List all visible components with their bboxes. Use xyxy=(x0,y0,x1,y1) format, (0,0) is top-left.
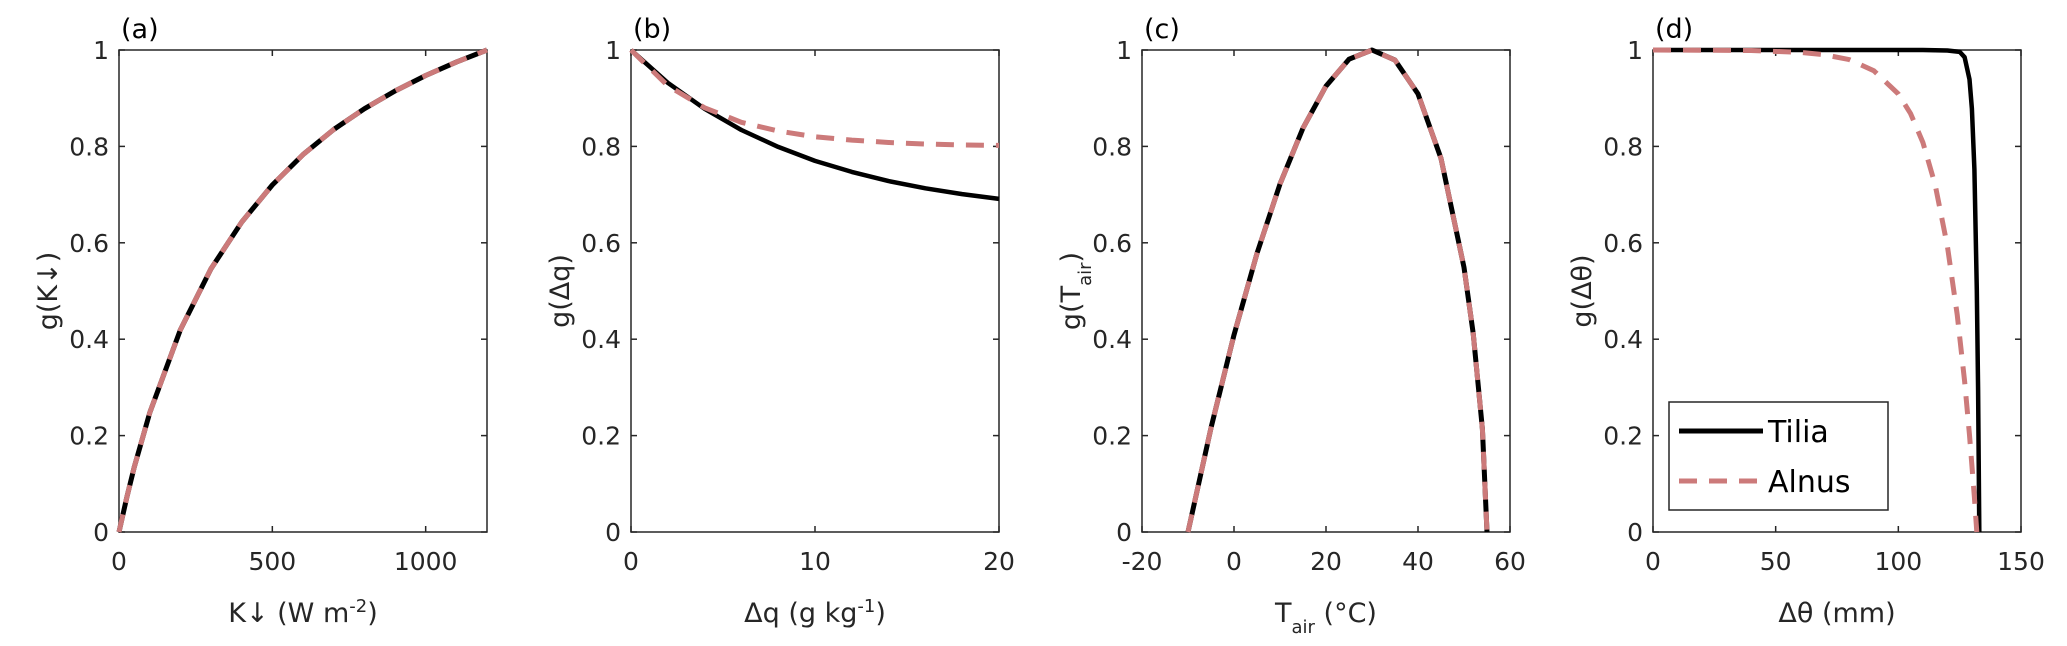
axes-box xyxy=(118,49,488,533)
x-tick-label: 60 xyxy=(1494,547,1526,576)
panel-label: (b) xyxy=(633,14,671,45)
y-tick-label: 0.4 xyxy=(581,325,621,354)
y-tick-label: 1 xyxy=(93,36,109,65)
y-tick-label: 0.6 xyxy=(581,229,621,258)
series-line-alnus xyxy=(629,48,1000,148)
y-tick-label: 0.2 xyxy=(1603,422,1643,451)
x-tick-label: 1000 xyxy=(394,547,458,576)
legend: Tilia Alnus xyxy=(1668,401,1889,511)
x-tick-label: 0 xyxy=(623,547,639,576)
axes-box xyxy=(630,49,1000,533)
x-tick-label: 150 xyxy=(1997,547,2045,576)
y-tick-label: 0.6 xyxy=(1092,229,1132,258)
x-axis-label: Δθ (mm) xyxy=(1778,598,1895,629)
y-tick-label: 0.8 xyxy=(1603,132,1643,161)
x-tick-label: 0 xyxy=(111,547,127,576)
series-line-tilia xyxy=(1653,47,1982,533)
legend-box xyxy=(1668,401,1889,511)
series-line-alnus xyxy=(1652,47,1980,533)
y-tick-label: 0.8 xyxy=(581,132,621,161)
y-tick-label: 0.6 xyxy=(1603,229,1643,258)
x-axis-label: Δq (g kg-1) xyxy=(744,596,886,630)
x-tick-label: 0 xyxy=(1226,547,1242,576)
y-axis-label: g(K↓) xyxy=(33,252,64,331)
panel-label: (a) xyxy=(121,14,159,45)
series-line-tilia xyxy=(629,48,1000,202)
panel-d: 0 50 100 150 0 0.2 0.4 0.6 0.8 1 Δθ (mm) g(Δθ) (d) xyxy=(1567,14,2045,629)
x-tick-label: 100 xyxy=(1874,547,1922,576)
y-tick-label: 1 xyxy=(605,36,621,65)
x-tick-label: 20 xyxy=(983,547,1015,576)
panel-label: (c) xyxy=(1144,14,1180,45)
y-tick-label: 0.4 xyxy=(1092,325,1132,354)
y-tick-label: 0.6 xyxy=(69,229,109,258)
axes-box xyxy=(1141,49,1511,533)
series-line-tilia xyxy=(116,47,488,533)
y-tick-label: 0.8 xyxy=(1092,132,1132,161)
y-tick-label: 1 xyxy=(1116,36,1132,65)
y-tick-label: 0.4 xyxy=(1603,325,1643,354)
x-tick-label: 10 xyxy=(799,547,831,576)
x-tick-label: 50 xyxy=(1760,547,1792,576)
y-axis-label: g(Δq) xyxy=(545,254,576,328)
x-tick-label: -20 xyxy=(1122,547,1163,576)
y-tick-label: 0 xyxy=(93,518,109,547)
series-line-alnus xyxy=(1185,47,1490,533)
y-tick-label: 0.2 xyxy=(1092,422,1132,451)
y-tick-label: 0.2 xyxy=(69,422,109,451)
y-tick-label: 0.8 xyxy=(69,132,109,161)
x-tick-label: 0 xyxy=(1645,547,1661,576)
y-axis-label: g(Tair) xyxy=(1056,252,1096,330)
legend-label-tilia: Tilia xyxy=(1767,415,1829,450)
x-tick-label: 20 xyxy=(1310,547,1342,576)
x-axis-label: Tair (°C) xyxy=(1274,598,1377,638)
y-tick-label: 0.4 xyxy=(69,325,109,354)
y-tick-label: 1 xyxy=(1627,36,1643,65)
legend-label-alnus: Alnus xyxy=(1768,465,1851,500)
panel-a: 0 500 1000 0 0.2 0.4 0.6 0.8 1 K↓ (W m-2) g(K↓) (a) xyxy=(33,14,488,630)
y-tick-label: 0.2 xyxy=(581,422,621,451)
panel-label: (d) xyxy=(1655,14,1693,45)
x-tick-label: 500 xyxy=(248,547,296,576)
y-axis-label: g(Δθ) xyxy=(1567,254,1598,327)
y-tick-label: 0 xyxy=(605,518,621,547)
panel-b: 0 10 20 0 0.2 0.4 0.6 0.8 1 Δq (g kg-1) g(Δq) (b) xyxy=(545,14,1015,629)
x-axis-label: K↓ (W m-2) xyxy=(228,596,378,630)
y-tick-label: 0 xyxy=(1627,518,1643,547)
y-tick-label: 0 xyxy=(1116,518,1132,547)
x-tick-label: 40 xyxy=(1402,547,1434,576)
